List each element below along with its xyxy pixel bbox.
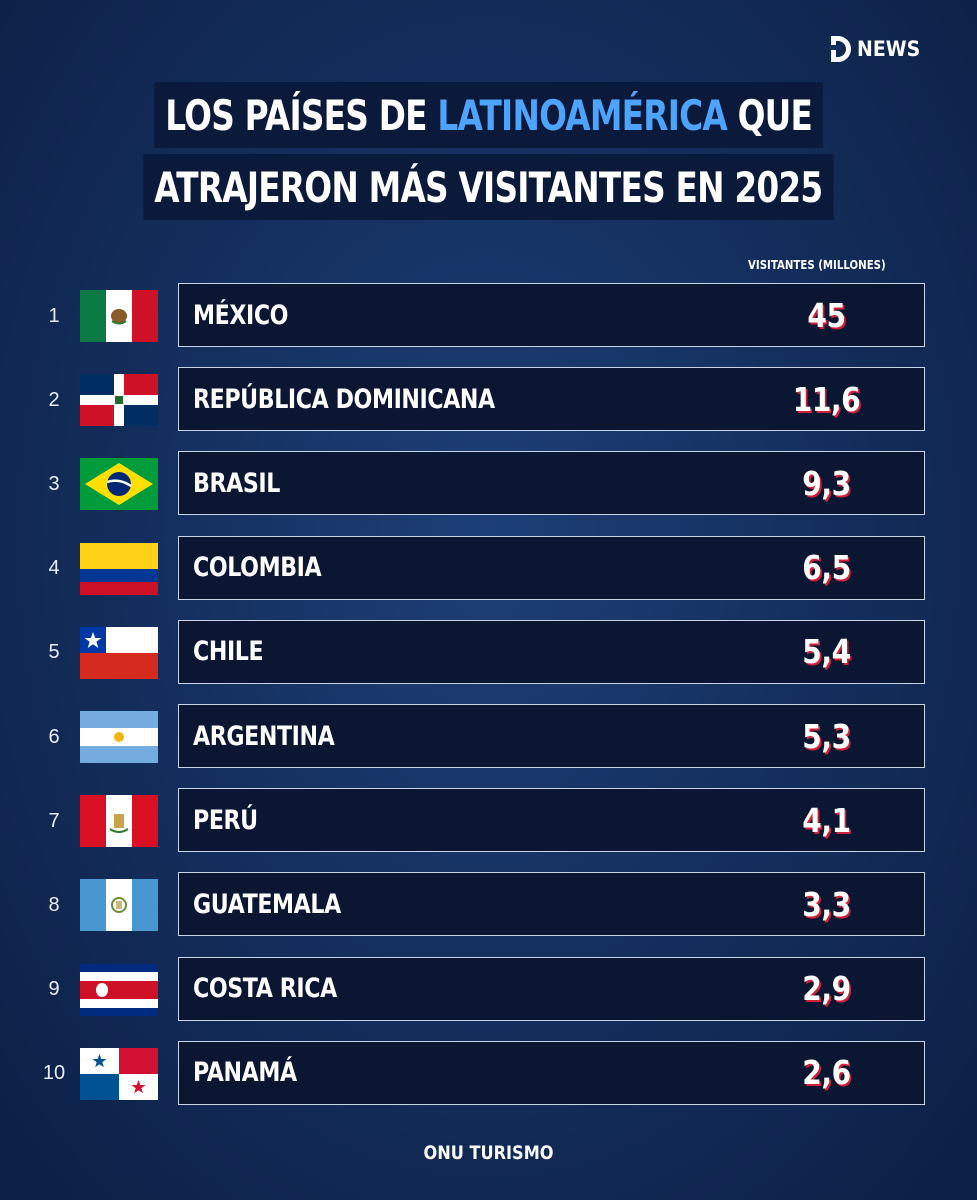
country-box: ARGENTINA 5,3 [178, 704, 925, 768]
table-row: 9 COSTA RICA 2,9 [0, 956, 977, 1023]
rank-number: 4 [48, 557, 60, 580]
peru-flag-icon [80, 795, 158, 848]
mexico-flag-icon [80, 290, 158, 342]
country-name: CHILE [193, 636, 264, 668]
country-name: BRASIL [193, 467, 280, 499]
dominican-flag-icon [80, 374, 158, 427]
country-box: CHILE 5,4 [178, 619, 925, 684]
country-box: PANAMÁ 2,6 [178, 1040, 925, 1105]
logo-text: NEWS [856, 37, 920, 61]
table-row: 2 REPÚBLICA DOMINICANA 11,6 [0, 367, 977, 433]
country-name: COSTA RICA [193, 973, 337, 1005]
visitor-value: 3,3 [802, 884, 851, 924]
rank-number: 3 [48, 472, 60, 495]
table-row: 8 GUATEMALA 3,3 [0, 872, 977, 938]
news-logo: NEWS [828, 36, 927, 62]
visitor-value: 2,9 [802, 969, 851, 1009]
argentina-flag-icon [80, 711, 158, 763]
visitor-value: 4,1 [802, 800, 851, 840]
rank-number: 10 [42, 1062, 66, 1085]
title-line-1-post: QUE [726, 91, 812, 140]
source-label: ONU TURISMO [423, 1142, 554, 1164]
table-row: 1 MÉXICO 45 [0, 283, 977, 349]
country-name: REPÚBLICA DOMINICANA [193, 383, 495, 415]
table-row: 3 BRASIL 9,3 [0, 451, 977, 517]
rank-number: 5 [48, 641, 60, 664]
table-row: 5 CHILE 5,4 [0, 619, 977, 686]
country-box: COSTA RICA 2,9 [178, 956, 925, 1021]
column-header: VISITANTES (MILLONES) [748, 258, 886, 272]
visitor-value: 6,5 [802, 548, 851, 588]
table-row: 6 ARGENTINA 5,3 [0, 704, 977, 770]
table-row: 7 PERÚ 4,1 [0, 788, 977, 854]
country-name: GUATEMALA [193, 888, 341, 920]
country-name: PANAMÁ [193, 1057, 297, 1089]
guatemala-flag-icon [80, 879, 158, 932]
table-row: 10 PANAMÁ 2,6 [0, 1040, 977, 1107]
costa-rica-flag-icon [80, 963, 158, 1016]
country-box: PERÚ 4,1 [178, 788, 925, 853]
country-name: PERÚ [193, 804, 258, 836]
title-line-1-pre: LOS PAÍSES DE [165, 91, 438, 140]
rank-number: 9 [48, 978, 60, 1001]
visitor-value: 5,3 [802, 716, 851, 756]
logo-d-icon [828, 36, 853, 62]
country-name: MÉXICO [193, 299, 289, 331]
rank-number: 8 [48, 893, 60, 916]
country-box: BRASIL 9,3 [178, 451, 925, 516]
visitor-value: 9,3 [802, 463, 851, 503]
brazil-flag-icon [80, 458, 158, 511]
title-highlight: LATINOAMÉRICA [437, 91, 727, 140]
rank-number: 2 [48, 388, 60, 411]
panama-flag-icon [80, 1047, 158, 1100]
chile-flag-icon [80, 626, 158, 679]
country-box: COLOMBIA 6,5 [178, 535, 925, 600]
country-box: MÉXICO 45 [178, 283, 925, 347]
title-line-1: LOS PAÍSES DE LATINOAMÉRICA QUE [154, 82, 823, 148]
rank-number: 6 [48, 725, 60, 748]
page-title: LOS PAÍSES DE LATINOAMÉRICA QUE ATRAJERO… [0, 82, 977, 220]
colombia-flag-icon [80, 542, 158, 595]
country-name: COLOMBIA [193, 552, 322, 584]
country-name: ARGENTINA [193, 720, 335, 752]
country-box: REPÚBLICA DOMINICANA 11,6 [178, 367, 925, 432]
visitor-value: 11,6 [792, 379, 861, 419]
rank-number: 1 [48, 304, 60, 327]
visitor-value: 5,4 [802, 632, 851, 672]
table-row: 4 COLOMBIA 6,5 [0, 535, 977, 602]
visitor-value: 45 [807, 295, 846, 335]
rank-number: 7 [48, 809, 60, 832]
visitor-value: 2,6 [802, 1053, 851, 1093]
country-box: GUATEMALA 3,3 [178, 872, 925, 937]
title-line-2: ATRAJERON MÁS VISITANTES EN 2025 [143, 154, 834, 220]
